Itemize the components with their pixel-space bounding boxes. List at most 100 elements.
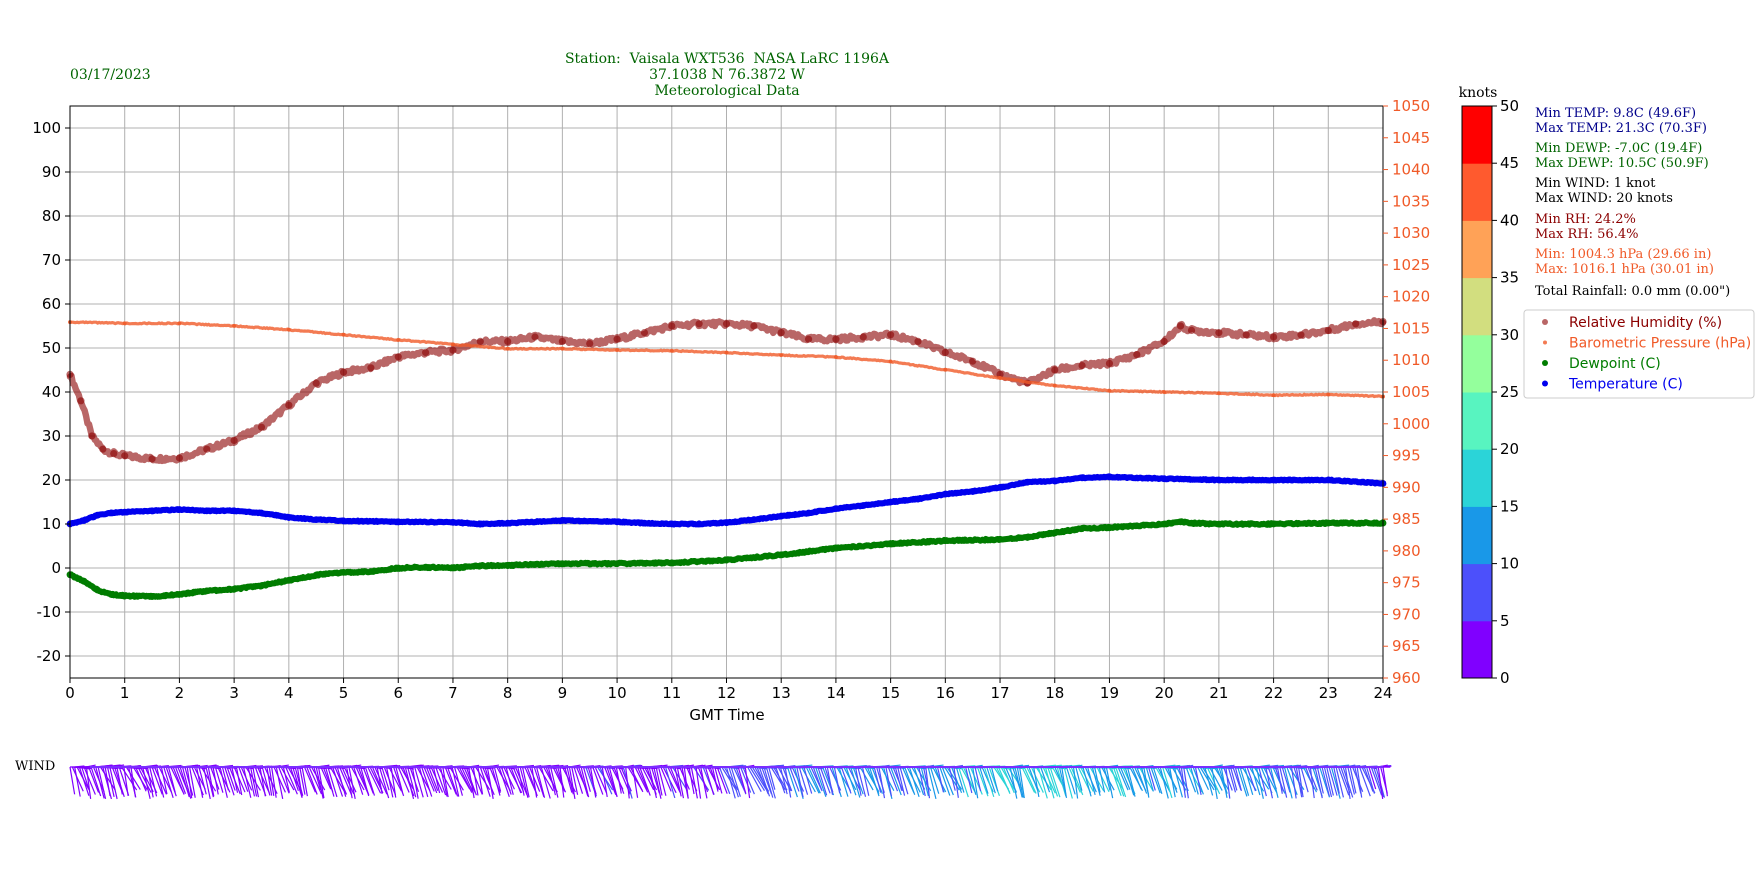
wind-barb	[817, 766, 828, 796]
x-tick-label: 5	[339, 684, 349, 702]
wind-barb	[1290, 766, 1297, 799]
wind-barb	[324, 766, 335, 797]
wind-barb	[927, 766, 937, 800]
wind-barb	[838, 766, 849, 797]
colorbar-segment	[1462, 620, 1492, 679]
wind-barb	[74, 766, 81, 797]
x-tick-label: 20	[1155, 684, 1174, 702]
wind-barb	[625, 766, 630, 799]
wind-barb	[336, 766, 347, 797]
x-axis-label: GMT Time	[689, 706, 764, 724]
wind-barb	[1016, 766, 1024, 798]
wind-barb	[819, 766, 831, 794]
wind-barb	[395, 766, 404, 793]
series-barometric-pressure-hpa	[68, 320, 1385, 399]
left-tick-label: -20	[37, 647, 62, 665]
wind-barb	[615, 766, 622, 794]
wind-barb	[261, 766, 271, 796]
wind-barb	[711, 766, 719, 792]
wind-barb	[695, 766, 702, 799]
wind-barb	[568, 766, 576, 800]
wind-barb	[657, 766, 667, 796]
wind-barb	[833, 766, 841, 794]
wind-barb	[362, 766, 374, 794]
wind-barb	[78, 766, 90, 796]
series-trace	[66, 317, 1387, 465]
stats-panel: Min TEMP: 9.8C (49.6F)Max TEMP: 21.3C (7…	[1535, 106, 1730, 299]
wind-barb	[477, 766, 484, 795]
colorbar-tick-label: 0	[1500, 669, 1510, 687]
wind-barb	[582, 766, 591, 792]
wind-barb	[163, 766, 174, 799]
stat-line: Total Rainfall: 0.0 mm (0.00")	[1535, 284, 1730, 299]
wind-barb	[1103, 766, 1111, 791]
wind-barb	[235, 766, 243, 796]
wind-barb	[765, 766, 776, 799]
wind-barb	[920, 766, 930, 797]
wind-barb	[878, 766, 886, 799]
wind-barb	[845, 766, 857, 796]
wind-barb	[805, 766, 820, 794]
wind-barb	[688, 766, 695, 795]
wind-barb	[221, 766, 229, 791]
wind-barb	[918, 766, 926, 797]
wind-barb	[1323, 766, 1333, 798]
wind-barb	[1049, 766, 1061, 798]
wind-barb	[1283, 766, 1293, 799]
wind-barb	[252, 766, 260, 798]
wind-barb	[1328, 766, 1338, 796]
wind-barb	[531, 766, 538, 798]
wind-barb	[1072, 766, 1079, 799]
wind-barb	[456, 766, 471, 790]
wind-barb	[592, 766, 604, 795]
wind-barb	[601, 766, 608, 798]
wind-barb	[1337, 766, 1350, 796]
wind-barb	[521, 766, 530, 798]
wind-barb	[650, 766, 660, 794]
wind-barb	[803, 766, 813, 794]
wind-barb	[1197, 766, 1210, 791]
wind-barb	[1002, 766, 1015, 794]
wind-barb	[965, 766, 973, 794]
colorbar-segment	[1462, 277, 1492, 336]
wind-barb	[683, 766, 689, 799]
wind-barb	[1112, 766, 1125, 797]
wind-barb	[1009, 766, 1018, 799]
wind-barb	[442, 766, 449, 798]
wind-barb	[446, 766, 459, 797]
wind-barb	[414, 766, 424, 798]
stat-line: Max WIND: 20 knots	[1535, 191, 1673, 206]
right-tick-label: 1045	[1392, 129, 1430, 147]
right-tick-label: 990	[1392, 478, 1421, 496]
wind-barb	[88, 766, 100, 793]
wind-barb	[1335, 766, 1345, 798]
wind-barb	[1279, 766, 1288, 798]
x-tick-label: 7	[448, 684, 458, 702]
wind-barb	[280, 766, 295, 791]
wind-barb	[493, 766, 502, 792]
wind-barb	[1143, 766, 1150, 798]
wind-barb	[1368, 766, 1377, 790]
wind-barb	[594, 766, 608, 794]
wind-barb	[491, 766, 501, 796]
wind-barb	[317, 766, 325, 799]
wind-barb	[1030, 766, 1044, 793]
wind-barb	[99, 766, 116, 791]
wind-barb	[188, 766, 196, 798]
wind-barb	[381, 766, 390, 791]
wind-barb	[1190, 766, 1199, 795]
right-tick-label: 1000	[1392, 415, 1430, 433]
wind-barb	[423, 766, 435, 792]
wind-barb	[564, 766, 573, 793]
wind-barb	[467, 766, 475, 799]
wind-barb	[812, 766, 823, 792]
wind-barb	[83, 766, 96, 795]
wind-barb	[894, 766, 903, 791]
wind-barb	[639, 766, 651, 796]
wind-barb	[1108, 766, 1124, 791]
wind-barb	[486, 766, 494, 800]
wind-barb	[801, 766, 816, 793]
wind-barb	[407, 766, 417, 798]
right-tick-label: 1025	[1392, 256, 1430, 274]
wind-barb	[181, 766, 192, 799]
